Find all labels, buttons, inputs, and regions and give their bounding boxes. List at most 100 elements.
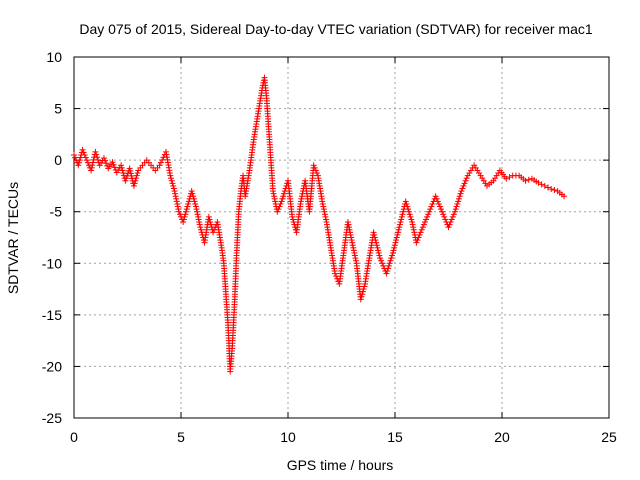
- data-point: [359, 291, 366, 298]
- x-tick-labels: 0 5 10 15 20 25: [70, 429, 617, 445]
- data-point: [206, 216, 213, 223]
- data-point: [400, 208, 407, 215]
- data-point: [385, 262, 392, 269]
- data-point: [503, 175, 510, 182]
- data-point: [127, 167, 134, 174]
- data-point: [207, 221, 214, 228]
- data-point: [538, 181, 545, 188]
- data-point: [271, 193, 278, 200]
- data-point: [297, 198, 304, 205]
- data-point: [383, 270, 390, 277]
- y-tick-label: -15: [42, 307, 62, 323]
- data-point: [351, 252, 358, 259]
- data-point: [345, 221, 352, 228]
- data-point: [83, 157, 90, 164]
- data-point: [190, 193, 197, 200]
- data-point: [118, 162, 125, 169]
- data-point: [270, 188, 277, 195]
- data-point: [358, 293, 365, 300]
- data-point: [448, 216, 455, 223]
- data-point: [450, 211, 457, 218]
- data-point: [185, 198, 192, 205]
- data-point: [411, 229, 418, 236]
- data-point: [462, 177, 469, 184]
- data-point: [127, 170, 134, 177]
- data-point: [131, 180, 138, 187]
- data-point: [378, 257, 385, 264]
- data-point: [535, 179, 542, 186]
- data-point: [441, 213, 448, 220]
- data-point: [321, 208, 328, 215]
- data-point: [88, 164, 95, 171]
- data-point: [133, 175, 140, 182]
- data-point: [156, 162, 163, 169]
- data-point: [175, 206, 182, 213]
- data-point: [183, 206, 190, 213]
- data-point: [391, 244, 398, 251]
- data-point: [377, 255, 384, 262]
- data-point: [394, 231, 401, 238]
- data-point: [541, 182, 548, 189]
- data-point: [459, 185, 466, 192]
- data-point: [415, 234, 422, 241]
- data-point: [100, 155, 107, 162]
- data-point: [194, 208, 201, 215]
- data-point: [188, 188, 195, 195]
- data-point: [447, 219, 454, 226]
- data-point: [350, 244, 357, 251]
- data-point: [272, 198, 279, 205]
- data-point: [346, 226, 353, 233]
- data-point: [157, 159, 164, 166]
- data-point: [110, 161, 117, 168]
- data-point: [461, 180, 468, 187]
- data-point: [181, 213, 188, 220]
- y-tick-label: -10: [42, 255, 62, 271]
- data-point: [440, 211, 447, 218]
- data-point: [385, 265, 392, 272]
- data-point: [349, 239, 356, 246]
- data-point: [454, 200, 461, 207]
- data-point: [103, 160, 110, 167]
- data-point: [167, 172, 174, 179]
- data-point: [102, 157, 109, 164]
- data-point: [319, 200, 326, 207]
- data-point: [196, 221, 203, 228]
- data-point: [109, 159, 116, 166]
- data-point: [76, 157, 83, 164]
- data-point: [311, 164, 318, 171]
- data-point: [545, 184, 552, 191]
- x-tick-label: 0: [70, 429, 78, 445]
- data-point: [71, 151, 77, 158]
- data-point: [89, 159, 96, 166]
- data-point: [398, 216, 405, 223]
- data-point: [389, 252, 396, 259]
- data-point: [195, 216, 202, 223]
- data-point: [344, 219, 351, 226]
- x-tick-label: 20: [494, 429, 510, 445]
- data-point: [428, 203, 435, 210]
- y-tick-label: -20: [42, 358, 62, 374]
- data-point: [371, 231, 378, 238]
- data-point: [93, 151, 100, 158]
- data-point: [176, 211, 183, 218]
- data-point: [180, 219, 187, 226]
- data-point: [458, 188, 465, 195]
- data-point: [170, 182, 177, 189]
- data-point: [380, 262, 387, 269]
- data-point: [347, 229, 354, 236]
- data-point: [133, 172, 140, 179]
- data-point: [274, 208, 281, 215]
- data-point: [207, 219, 214, 226]
- data-point: [197, 224, 204, 231]
- data-point: [360, 286, 367, 293]
- data-point: [320, 206, 327, 213]
- data-point: [185, 200, 192, 207]
- data-point: [128, 172, 135, 179]
- data-point: [172, 190, 179, 197]
- data-point: [396, 221, 403, 228]
- data-point: [398, 213, 405, 220]
- data-point: [320, 203, 327, 210]
- data-point: [189, 190, 196, 197]
- data-point: [277, 200, 284, 207]
- data-point: [414, 237, 421, 244]
